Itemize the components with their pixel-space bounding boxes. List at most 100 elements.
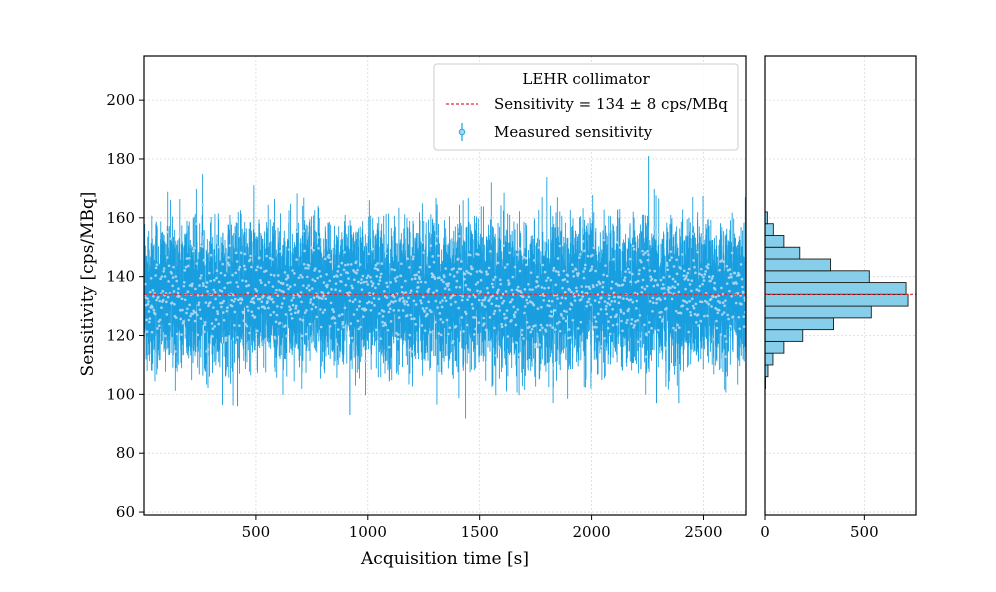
- data-point: [580, 285, 584, 288]
- data-point: [199, 317, 203, 320]
- data-point: [542, 299, 545, 302]
- data-point: [725, 340, 728, 343]
- data-point: [362, 315, 365, 319]
- data-point: [609, 332, 612, 336]
- data-point: [593, 299, 597, 302]
- data-point: [509, 300, 513, 304]
- data-point: [595, 283, 599, 287]
- data-point: [197, 303, 200, 307]
- data-point: [221, 262, 225, 266]
- data-point: [503, 312, 506, 316]
- data-point: [662, 287, 666, 290]
- data-point: [383, 321, 387, 325]
- data-point: [155, 263, 159, 267]
- data-point: [234, 297, 237, 301]
- data-point: [316, 276, 319, 280]
- data-point: [246, 305, 249, 309]
- data-point: [299, 291, 303, 294]
- data-point: [239, 301, 242, 305]
- data-point: [230, 298, 234, 302]
- data-point: [385, 296, 389, 299]
- data-point: [400, 290, 404, 294]
- data-point: [588, 297, 591, 301]
- data-point: [147, 310, 151, 313]
- data-point: [211, 335, 214, 338]
- data-point: [499, 282, 503, 286]
- data-point: [554, 328, 557, 331]
- data-point: [198, 284, 201, 287]
- histogram-bar: [764, 235, 785, 248]
- data-point: [643, 251, 647, 255]
- data-point: [263, 307, 267, 310]
- data-point: [314, 267, 317, 270]
- data-point: [325, 273, 328, 276]
- data-point: [184, 265, 188, 269]
- data-point: [196, 294, 200, 297]
- data-point: [627, 307, 631, 311]
- data-point: [229, 281, 232, 284]
- data-point: [443, 287, 447, 290]
- data-point: [601, 290, 604, 294]
- data-point: [424, 281, 427, 284]
- data-point: [355, 271, 358, 275]
- data-point: [467, 271, 470, 275]
- data-point: [462, 330, 465, 333]
- data-point: [477, 321, 481, 325]
- data-point: [728, 289, 731, 293]
- data-point: [523, 311, 526, 315]
- data-point: [607, 320, 610, 323]
- data-point: [696, 313, 700, 316]
- data-point: [213, 291, 217, 294]
- data-point: [236, 285, 240, 288]
- data-point: [435, 234, 439, 238]
- histogram-x-tick-label: 500: [850, 523, 879, 541]
- data-point: [463, 277, 466, 281]
- data-point: [230, 304, 234, 308]
- data-point: [739, 263, 743, 266]
- data-point: [449, 303, 453, 306]
- data-point: [671, 285, 674, 288]
- data-point: [146, 302, 150, 306]
- data-point: [454, 324, 458, 328]
- data-point: [587, 300, 590, 304]
- data-point: [213, 325, 217, 328]
- data-point: [605, 274, 609, 278]
- data-point: [636, 279, 640, 283]
- data-point: [654, 228, 658, 231]
- data-point: [541, 263, 545, 267]
- data-point: [151, 306, 154, 309]
- data-point: [618, 296, 622, 299]
- data-point: [340, 280, 343, 283]
- data-point: [162, 270, 165, 273]
- data-point: [201, 203, 204, 207]
- data-point: [275, 288, 278, 292]
- data-point: [329, 301, 333, 305]
- data-point: [673, 280, 677, 283]
- data-point: [444, 299, 448, 303]
- data-point: [437, 254, 440, 257]
- data-point: [254, 294, 258, 298]
- main-plot-frame: [143, 55, 747, 516]
- data-point: [485, 270, 488, 274]
- data-point: [258, 256, 261, 260]
- data-point: [493, 309, 497, 313]
- data-point: [237, 268, 241, 271]
- data-point: [353, 278, 356, 282]
- data-point: [499, 296, 503, 299]
- data-point: [382, 324, 385, 327]
- data-point: [659, 278, 663, 282]
- data-point: [727, 317, 730, 321]
- data-point: [571, 318, 575, 322]
- data-point: [468, 253, 472, 257]
- data-point: [359, 325, 362, 329]
- data-point: [438, 312, 442, 315]
- data-point: [243, 252, 247, 256]
- data-point: [604, 307, 608, 311]
- data-point: [394, 299, 397, 303]
- data-point: [301, 276, 304, 279]
- data-point: [599, 308, 603, 311]
- data-point: [527, 295, 531, 299]
- data-point: [214, 297, 217, 301]
- data-point: [689, 310, 692, 314]
- data-point: [619, 310, 623, 314]
